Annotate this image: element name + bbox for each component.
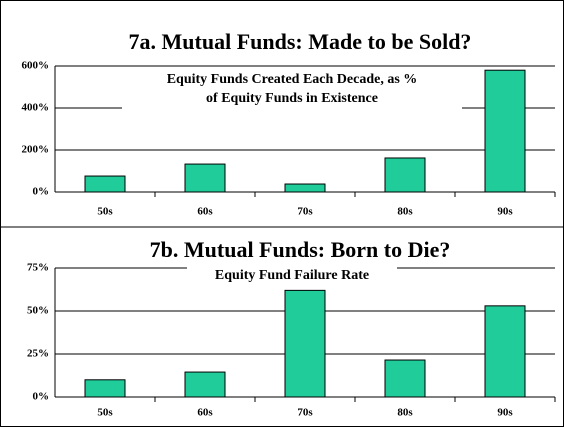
x-tick-label: 70s (297, 407, 313, 419)
bar (84, 379, 126, 398)
chart-subtitle: of Equity Funds in Existence (206, 91, 378, 106)
bar (384, 157, 426, 193)
subtitle-box (187, 265, 397, 287)
bar (184, 371, 226, 398)
y-tick-label: 0% (33, 391, 50, 403)
x-tick-label: 50s (97, 407, 113, 419)
bar (384, 359, 426, 398)
bar (84, 175, 126, 193)
x-tick-label: 90s (497, 206, 513, 218)
x-tick-label: 80s (397, 407, 413, 419)
x-tick-label: 60s (197, 407, 213, 419)
x-tick-label: 60s (197, 206, 213, 218)
x-tick-label: 80s (397, 206, 413, 218)
x-tick-label: 50s (97, 206, 113, 218)
x-tick-label: 70s (297, 206, 313, 218)
y-tick-label: 600% (22, 60, 50, 72)
bar (484, 69, 526, 193)
y-tick-label: 50% (27, 305, 49, 317)
bar (284, 183, 326, 193)
chart-title: 7a. Mutual Funds: Made to be Sold? (129, 29, 472, 54)
bar (484, 305, 526, 398)
chart-subtitle: Equity Fund Failure Rate (215, 268, 369, 283)
bar (284, 289, 326, 398)
subtitle-box (122, 69, 462, 109)
y-tick-label: 75% (27, 262, 49, 274)
bar (184, 163, 226, 193)
y-tick-label: 200% (22, 144, 50, 156)
chart-title: 7b. Mutual Funds: Born to Die? (150, 237, 451, 262)
y-tick-label: 25% (27, 348, 49, 360)
x-tick-label: 90s (497, 407, 513, 419)
chart-subtitle: Equity Funds Created Each Decade, as % (167, 72, 418, 87)
y-tick-label: 0% (33, 186, 50, 198)
y-tick-label: 400% (22, 102, 50, 114)
